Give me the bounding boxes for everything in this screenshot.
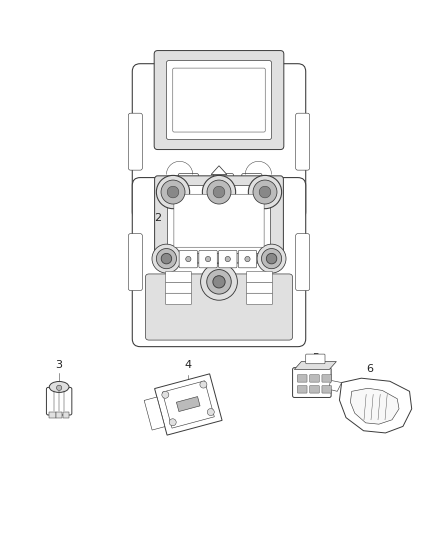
Circle shape: [253, 180, 277, 204]
FancyBboxPatch shape: [247, 271, 272, 282]
Circle shape: [213, 186, 225, 198]
FancyBboxPatch shape: [199, 251, 217, 268]
FancyBboxPatch shape: [306, 354, 325, 364]
FancyBboxPatch shape: [213, 174, 233, 186]
Circle shape: [201, 263, 237, 300]
Text: 6: 6: [367, 365, 374, 374]
FancyBboxPatch shape: [207, 60, 229, 72]
Circle shape: [225, 256, 230, 262]
Polygon shape: [177, 397, 200, 411]
FancyBboxPatch shape: [166, 282, 191, 294]
Circle shape: [167, 186, 179, 198]
FancyBboxPatch shape: [154, 51, 284, 150]
Circle shape: [156, 175, 190, 209]
FancyBboxPatch shape: [296, 113, 310, 170]
Circle shape: [161, 253, 172, 264]
FancyBboxPatch shape: [132, 64, 306, 220]
FancyBboxPatch shape: [247, 293, 272, 304]
FancyBboxPatch shape: [166, 61, 272, 140]
Polygon shape: [162, 381, 214, 428]
FancyBboxPatch shape: [128, 233, 142, 290]
Text: 2: 2: [154, 213, 161, 223]
FancyBboxPatch shape: [242, 174, 262, 186]
Circle shape: [200, 381, 207, 388]
FancyBboxPatch shape: [310, 386, 319, 393]
FancyBboxPatch shape: [166, 271, 191, 282]
Circle shape: [259, 186, 271, 198]
FancyBboxPatch shape: [235, 60, 258, 72]
Text: 3: 3: [56, 360, 63, 370]
Circle shape: [205, 256, 211, 262]
Circle shape: [169, 419, 176, 426]
Circle shape: [245, 256, 250, 262]
Text: 4: 4: [185, 360, 192, 370]
Polygon shape: [211, 166, 227, 174]
FancyBboxPatch shape: [293, 368, 331, 398]
Bar: [56, 412, 62, 418]
FancyBboxPatch shape: [178, 174, 198, 186]
Circle shape: [213, 276, 225, 288]
FancyBboxPatch shape: [166, 293, 191, 304]
FancyBboxPatch shape: [178, 60, 201, 72]
Circle shape: [152, 244, 181, 273]
FancyBboxPatch shape: [238, 251, 257, 268]
FancyBboxPatch shape: [155, 176, 283, 263]
Ellipse shape: [49, 382, 69, 392]
FancyBboxPatch shape: [174, 194, 264, 247]
Bar: [63, 412, 69, 418]
Circle shape: [207, 180, 231, 204]
FancyBboxPatch shape: [297, 375, 307, 382]
Polygon shape: [328, 381, 342, 391]
FancyBboxPatch shape: [167, 185, 271, 253]
Text: 5: 5: [312, 353, 319, 364]
FancyBboxPatch shape: [296, 233, 310, 290]
Circle shape: [257, 244, 286, 273]
FancyBboxPatch shape: [219, 251, 237, 268]
Circle shape: [202, 175, 236, 209]
Circle shape: [156, 248, 177, 269]
Polygon shape: [144, 397, 165, 430]
FancyBboxPatch shape: [145, 274, 293, 340]
Circle shape: [261, 248, 282, 269]
Polygon shape: [339, 378, 412, 433]
FancyBboxPatch shape: [310, 375, 319, 382]
Circle shape: [162, 391, 169, 398]
FancyBboxPatch shape: [173, 68, 265, 132]
Circle shape: [57, 385, 62, 391]
Circle shape: [161, 180, 185, 204]
Bar: [49, 412, 56, 418]
Circle shape: [207, 270, 231, 294]
FancyBboxPatch shape: [132, 177, 306, 346]
FancyBboxPatch shape: [322, 375, 332, 382]
Text: 1: 1: [244, 71, 251, 81]
Polygon shape: [155, 374, 222, 435]
Polygon shape: [350, 388, 399, 424]
Circle shape: [248, 175, 282, 209]
FancyBboxPatch shape: [46, 387, 72, 415]
Circle shape: [207, 409, 214, 416]
FancyBboxPatch shape: [128, 113, 142, 170]
Circle shape: [266, 253, 277, 264]
FancyBboxPatch shape: [322, 386, 332, 393]
FancyBboxPatch shape: [247, 282, 272, 294]
FancyBboxPatch shape: [179, 251, 198, 268]
Polygon shape: [294, 361, 336, 369]
FancyBboxPatch shape: [297, 386, 307, 393]
Circle shape: [186, 256, 191, 262]
